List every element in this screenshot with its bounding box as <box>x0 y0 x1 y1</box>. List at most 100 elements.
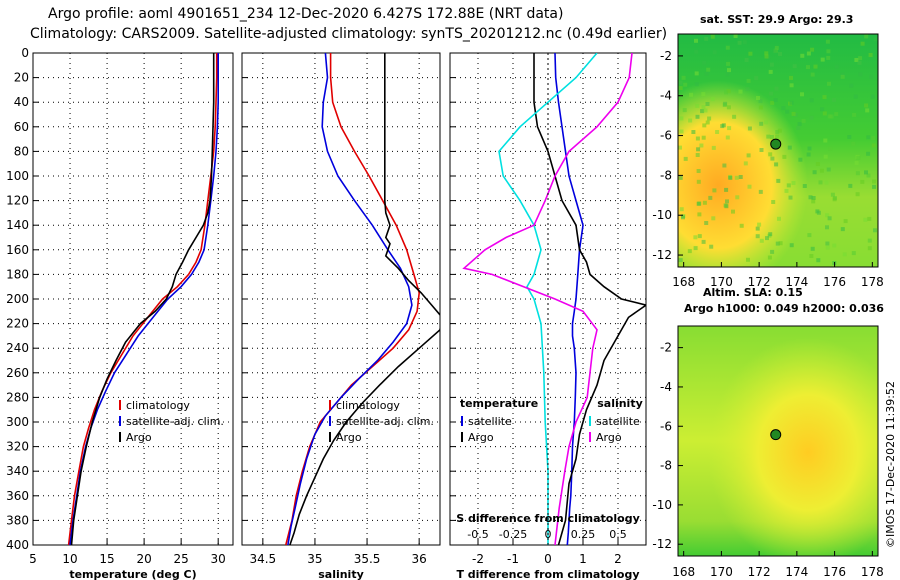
sst-pixel <box>758 99 763 104</box>
sst-pixel <box>715 130 720 134</box>
sst-pixel <box>807 146 812 151</box>
map-x-tick-label: 176 <box>823 565 846 579</box>
sst-pixel <box>852 112 857 117</box>
sst-pixel <box>678 175 683 180</box>
sst-pixel <box>693 235 698 240</box>
sst-pixel <box>696 179 701 184</box>
sst-pixel <box>697 201 702 206</box>
sst-pixel <box>731 209 735 214</box>
sst-pixel <box>827 114 832 119</box>
sst-pixel <box>695 136 700 141</box>
sst-pixel <box>863 217 868 222</box>
sst-pixel <box>733 34 738 38</box>
legend-label: satellite <box>596 415 640 428</box>
series-line-argo <box>70 53 215 545</box>
sst-pixel <box>800 53 805 58</box>
x-tick-label: 34.5 <box>249 552 276 566</box>
sst-pixel <box>810 72 815 77</box>
sst-pixel <box>757 222 762 227</box>
sst-pixel <box>687 249 692 254</box>
sst-pixel <box>830 192 835 197</box>
sst-pixel <box>694 82 699 87</box>
sst-pixel <box>770 156 775 161</box>
sst-pixel <box>826 49 831 54</box>
sst-pixel <box>705 120 710 125</box>
sst-pixel <box>854 58 859 62</box>
legend-label: satellite-adj. clim. <box>126 415 224 428</box>
x-tick-label: 36 <box>412 552 427 566</box>
map-x-tick-label: 174 <box>785 275 808 289</box>
sst-pixel <box>747 184 752 189</box>
map-y-tick-label: -6 <box>660 129 672 143</box>
sst-pixel <box>868 53 873 57</box>
sst-pixel <box>710 97 715 102</box>
sst-pixel <box>727 126 732 131</box>
legend-label: climatology <box>126 399 190 412</box>
argo-float-marker <box>770 138 782 150</box>
legend-label: climatology <box>336 399 400 412</box>
sst-pixel <box>754 76 759 81</box>
sst-pixel <box>700 109 705 114</box>
sst-pixel <box>748 51 753 56</box>
sst-pixel <box>681 75 686 80</box>
sst-pixel <box>723 203 728 208</box>
imos-timestamp: ©IMOS 17-Dec-2020 11:39:52 <box>884 381 897 548</box>
sst-pixel <box>765 236 769 241</box>
sst-pixel <box>772 49 777 54</box>
sst-pixel <box>855 192 860 197</box>
temperature-profile-panel: 5 10 15 20 25 3002040608010012014016018020022… <box>6 46 234 580</box>
sst-pixel <box>806 152 811 157</box>
sst-pixel <box>813 64 818 69</box>
sst-pixel <box>775 130 780 134</box>
sst-pixel <box>694 49 699 54</box>
sst-pixel <box>702 200 707 205</box>
x2-tick-label: -0.25 <box>499 528 527 541</box>
sst-pixel <box>842 252 847 257</box>
sst-pixel <box>701 239 706 244</box>
sst-pixel <box>703 108 708 113</box>
sst-pixel <box>701 135 706 140</box>
y-tick-label: 200 <box>6 292 29 306</box>
sst-pixel <box>746 257 750 262</box>
sst-pixel <box>847 135 852 139</box>
map-y-tick-label: -4 <box>660 380 672 394</box>
sst-pixel <box>801 118 806 123</box>
map-y-tick-label: -10 <box>652 498 672 512</box>
sst-map-texture <box>678 34 878 265</box>
sst-pixel <box>774 162 779 167</box>
sst-pixel <box>773 98 778 102</box>
x-tick-label: 15 <box>99 552 114 566</box>
sst-pixel <box>770 249 775 254</box>
y-tick-label: 260 <box>6 366 29 380</box>
sst-pixel <box>770 135 774 139</box>
sst-pixel <box>724 187 729 192</box>
x-tick-label: 2 <box>614 552 622 566</box>
sst-pixel <box>832 97 836 102</box>
y-tick-label: 100 <box>6 169 29 183</box>
y-tick-label: 180 <box>6 267 29 281</box>
sst-pixel <box>809 254 814 258</box>
y-tick-label: 140 <box>6 218 29 232</box>
sla-map-title: Altim. SLA: 0.15 <box>703 286 803 299</box>
sst-pixel <box>743 161 748 166</box>
y-tick-label: 300 <box>6 415 29 429</box>
sst-pixel <box>871 143 876 148</box>
sst-pixel <box>865 108 870 113</box>
sst-pixel <box>811 196 816 200</box>
sst-pixel <box>810 47 815 52</box>
map-y-tick-label: -10 <box>652 208 672 222</box>
sst-pixel <box>810 246 815 251</box>
y-tick-label: 380 <box>6 513 29 527</box>
map-y-tick-label: -6 <box>660 419 672 433</box>
y-tick-label: 220 <box>6 317 29 331</box>
sst-pixel <box>776 178 781 183</box>
sst-pixel <box>834 112 839 117</box>
sst-map <box>677 33 879 268</box>
x-tick-label: 30 <box>211 552 226 566</box>
sst-pixel <box>707 116 712 121</box>
sst-pixel <box>679 116 684 121</box>
sst-pixel <box>768 69 773 74</box>
sst-pixel <box>785 109 790 114</box>
sst-pixel <box>726 105 731 110</box>
